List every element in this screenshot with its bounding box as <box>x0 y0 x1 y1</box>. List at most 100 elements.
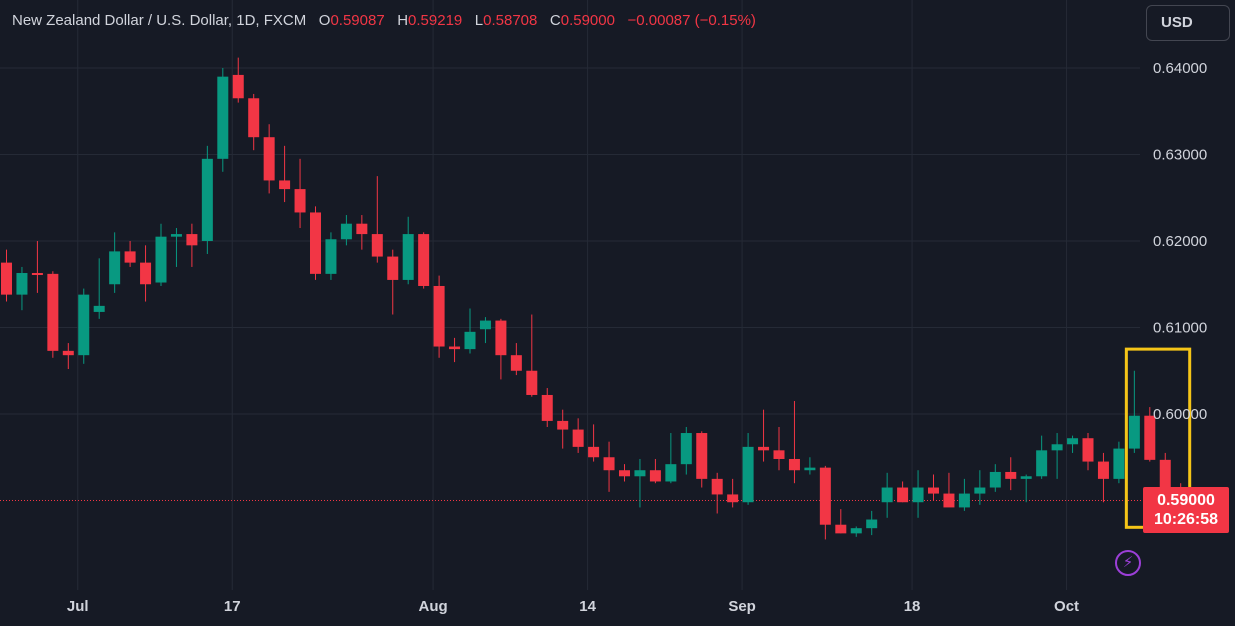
candle-body <box>1113 448 1125 479</box>
time-axis[interactable]: Jul 17 Aug 14 Sep 18 Oct <box>67 598 1079 615</box>
candle-body <box>928 487 939 494</box>
candle-series <box>1 57 1187 540</box>
time-tick-label: 18 <box>904 598 921 615</box>
candle-body <box>263 137 275 181</box>
candle-body <box>62 350 74 356</box>
candle-body <box>1 262 12 295</box>
candle-body <box>217 76 229 159</box>
change-percent: (−0.15%) <box>694 12 756 29</box>
candle-body <box>186 234 198 246</box>
candle-body <box>1097 461 1109 479</box>
candle-body <box>881 487 893 503</box>
candle-body <box>526 370 538 395</box>
candle-body <box>850 528 862 534</box>
symbol-legend: New Zealand Dollar / U.S. Dollar, 1D, FX… <box>12 12 756 29</box>
open-label: O <box>318 12 331 29</box>
candle-body <box>402 234 414 280</box>
candle-body <box>649 470 661 482</box>
candle-body <box>170 234 182 237</box>
candle-body <box>140 262 152 285</box>
candle-body <box>1020 476 1032 479</box>
candle-body <box>93 305 105 312</box>
low-value: 0.58708 <box>483 12 538 29</box>
candle-body <box>78 294 90 356</box>
time-tick-label: 14 <box>579 598 596 615</box>
candle-body <box>603 457 615 471</box>
candle-body <box>974 487 986 494</box>
candle-body <box>758 446 770 451</box>
candle-body <box>464 331 476 350</box>
candle-body <box>541 394 553 421</box>
candle-body <box>1144 415 1156 460</box>
high-label: H <box>397 12 409 29</box>
candle-body <box>588 446 600 458</box>
candle-body <box>418 234 430 286</box>
high-value: 0.59219 <box>408 12 463 29</box>
candle-body <box>742 446 754 503</box>
close-label: C <box>549 12 561 29</box>
price-tick-label: 0.62000 <box>1153 233 1207 250</box>
candle-body <box>804 467 816 471</box>
candle-body <box>387 256 399 280</box>
candle-body <box>943 493 955 508</box>
candle-body <box>279 180 291 190</box>
time-tick-label: Sep <box>728 598 756 615</box>
candle-body <box>356 223 368 235</box>
time-tick-label: 17 <box>224 598 241 615</box>
candle-body <box>557 420 569 430</box>
candle-body <box>727 494 739 503</box>
candle-body <box>634 470 646 477</box>
candle-body <box>1051 444 1063 451</box>
price-axis[interactable]: 0.64000 0.63000 0.62000 0.61000 0.60000 <box>1153 60 1207 423</box>
currency-button[interactable]: USD <box>1146 5 1230 41</box>
candle-body <box>696 433 708 479</box>
candle-body <box>773 450 785 459</box>
candle-body <box>1082 438 1094 462</box>
price-tick-label: 0.64000 <box>1153 60 1207 77</box>
last-price-value: 0.59000 <box>1157 492 1215 509</box>
time-tick-label: Aug <box>419 598 448 615</box>
candle-body <box>835 524 847 534</box>
candle-body <box>232 74 244 99</box>
candle-body <box>1036 450 1048 477</box>
candle-body <box>325 239 337 274</box>
price-tick-label: 0.63000 <box>1153 147 1207 164</box>
candle-body <box>155 236 167 283</box>
price-tick-label: 0.61000 <box>1153 320 1207 337</box>
candle-body <box>958 493 970 508</box>
candle-body <box>1159 459 1171 492</box>
candle-body <box>310 212 321 274</box>
open-value: 0.59087 <box>330 12 385 29</box>
symbol-title: New Zealand Dollar / U.S. Dollar, 1D, FX… <box>12 12 307 29</box>
close-value: 0.59000 <box>560 12 615 29</box>
candle-body <box>47 273 59 351</box>
price-tick-label: 0.60000 <box>1153 406 1207 423</box>
candle-body <box>1005 471 1017 479</box>
candle-body <box>294 189 306 213</box>
candle-body <box>340 223 352 240</box>
candle-body <box>866 519 878 529</box>
candle-body <box>201 158 213 241</box>
candle-body <box>912 487 924 503</box>
candle-body <box>989 471 1001 488</box>
candle-body <box>449 346 461 350</box>
candle-body <box>16 273 28 295</box>
candle-body <box>619 470 630 477</box>
time-tick-label: Jul <box>67 598 89 615</box>
change-value: −0.00087 <box>627 12 691 29</box>
low-label: L <box>474 12 484 29</box>
candle-body <box>819 467 831 525</box>
bar-countdown: 10:26:58 <box>1153 511 1219 528</box>
candle-body <box>124 251 136 263</box>
candle-body <box>479 320 491 330</box>
candle-body <box>680 433 692 465</box>
candle-body <box>109 251 121 285</box>
lightning-bolt-icon[interactable]: ⚡ <box>1115 550 1141 576</box>
candle-body <box>711 478 723 495</box>
candle-body <box>31 273 43 276</box>
candle-body <box>1067 438 1079 445</box>
last-price-badge: 0.59000 10:26:58 <box>1143 487 1229 533</box>
candle-body <box>788 458 800 471</box>
candle-body <box>510 355 522 371</box>
